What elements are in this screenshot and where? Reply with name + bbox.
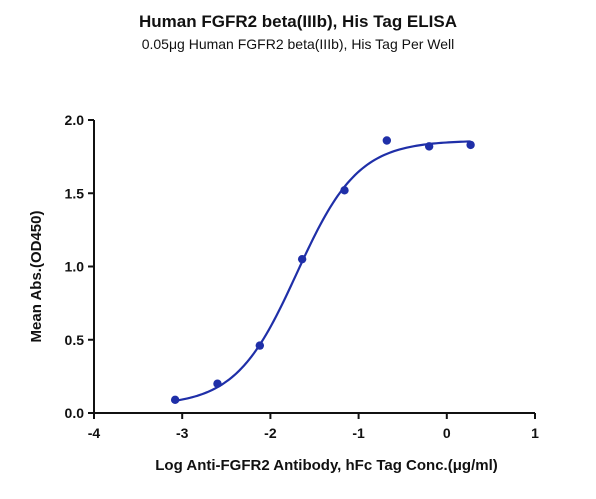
data-point: [340, 186, 349, 195]
x-axis-title: Log Anti-FGFR2 Antibody, hFc Tag Conc.(μ…: [155, 457, 497, 474]
data-point: [424, 142, 434, 151]
chart-subtitle: 0.05μg Human FGFR2 beta(IIIb), His Tag P…: [141, 36, 455, 52]
y-tick-label: 1.0: [65, 259, 85, 275]
data-point: [255, 341, 265, 350]
data-point: [297, 254, 307, 264]
y-tick-label: 0.0: [65, 405, 85, 421]
y-axis-title: Mean Abs.(OD450): [28, 211, 45, 343]
data-point: [213, 379, 222, 388]
chart-title: Human FGFR2 beta(IIIb), His Tag ELISA: [139, 12, 457, 31]
data-point: [170, 395, 180, 405]
x-tick-label: -2: [264, 425, 277, 441]
fit-curve: [174, 140, 471, 402]
x-tick-label: 0: [443, 425, 451, 441]
data-points: [170, 136, 475, 405]
x-tick-label: -1: [352, 425, 365, 441]
axes: -4 -3 -2 -1 0 1 0.0 0.5 1.0 1.5 2.0: [65, 112, 540, 441]
data-point: [382, 136, 392, 145]
y-tick-label: 0.5: [65, 332, 85, 348]
y-tick-label: 1.5: [65, 185, 85, 201]
x-tick-label: 1: [531, 425, 539, 441]
y-tick-label: 2.0: [65, 112, 85, 128]
x-tick-label: -3: [176, 425, 189, 441]
x-tick-label: -4: [88, 425, 101, 441]
fit-curve-group: [174, 140, 471, 402]
data-point: [466, 140, 475, 150]
